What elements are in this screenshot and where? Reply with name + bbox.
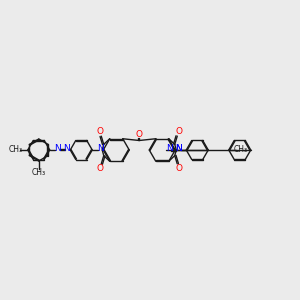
- Text: N: N: [176, 144, 182, 153]
- Text: N: N: [54, 144, 61, 153]
- Text: N: N: [97, 144, 104, 153]
- Text: N: N: [166, 144, 172, 153]
- Text: N: N: [175, 144, 182, 153]
- Text: O: O: [175, 164, 182, 173]
- Text: O: O: [97, 127, 104, 136]
- Text: O: O: [136, 130, 143, 140]
- Text: CH₃: CH₃: [32, 168, 46, 177]
- Text: O: O: [175, 127, 182, 136]
- Text: CH₃: CH₃: [9, 146, 23, 154]
- Text: N: N: [63, 144, 70, 153]
- Text: O: O: [97, 164, 104, 173]
- Text: CH₃: CH₃: [233, 146, 248, 154]
